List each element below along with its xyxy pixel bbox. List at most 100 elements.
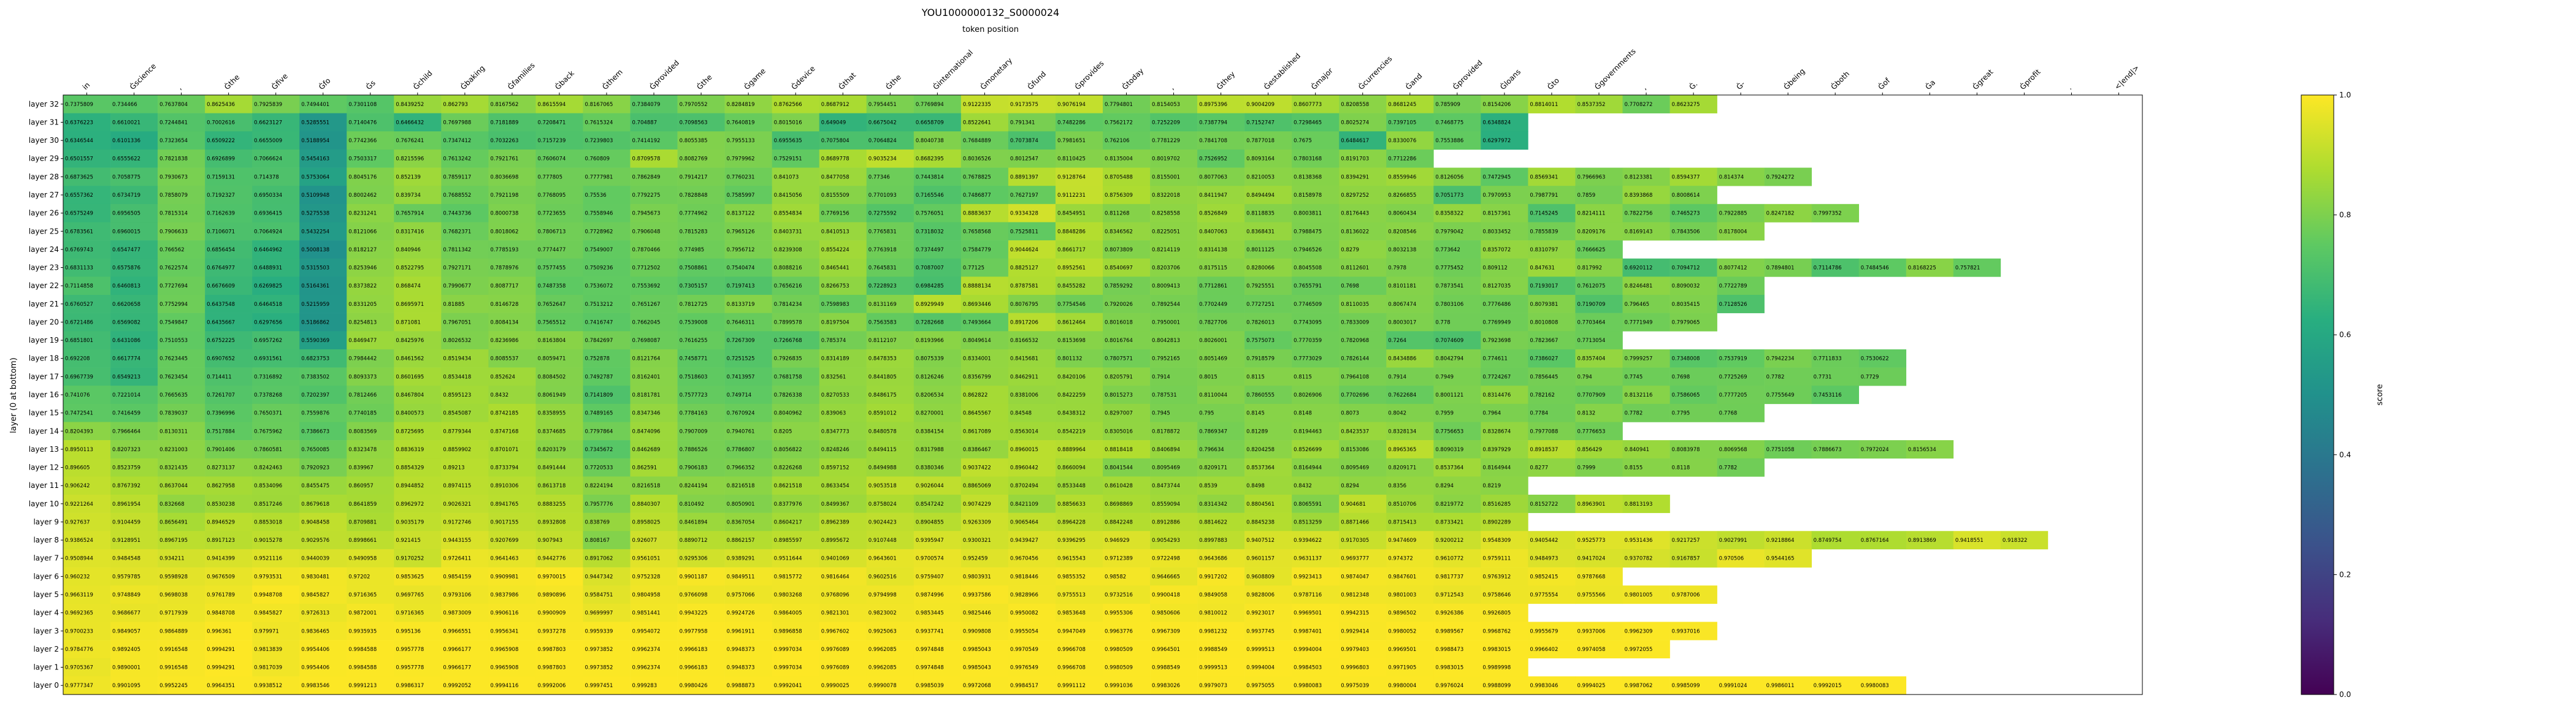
heatmap-cell bbox=[1339, 585, 1387, 604]
cell-value-label: 0.6464962 bbox=[254, 247, 282, 253]
heatmap-cell bbox=[347, 367, 394, 386]
heatmap-cell bbox=[347, 549, 394, 568]
heatmap-cell bbox=[158, 676, 205, 695]
heatmap-cell bbox=[1008, 512, 1056, 531]
heatmap-cell bbox=[1292, 349, 1340, 368]
cell-value-label: 0.862793 bbox=[443, 102, 468, 108]
cell-value-label: 0.7577723 bbox=[680, 392, 708, 398]
cell-value-label: 0.8473744 bbox=[1152, 483, 1180, 489]
cell-value-label: 0.8854329 bbox=[396, 465, 424, 471]
cell-value-label: 0.7416747 bbox=[585, 319, 613, 325]
heatmap-cell bbox=[1197, 458, 1245, 477]
heatmap-cell bbox=[2000, 531, 2049, 550]
cell-value-label: 0.8917206 bbox=[1010, 319, 1038, 325]
cell-value-label: 0.7509236 bbox=[585, 265, 613, 272]
heatmap-cell bbox=[630, 331, 678, 350]
heatmap-cell bbox=[63, 240, 111, 259]
cell-value-label: 0.8374685 bbox=[537, 428, 565, 435]
heatmap-cell bbox=[1717, 403, 1765, 422]
cell-value-label: 0.7792275 bbox=[632, 192, 661, 199]
cell-value-label: 0.7251525 bbox=[727, 356, 755, 362]
cell-value-label: 0.7087007 bbox=[916, 265, 944, 272]
heatmap-cell bbox=[441, 585, 489, 604]
cell-value-label: 0.7771949 bbox=[1625, 319, 1653, 325]
cell-value-label: 0.5215959 bbox=[301, 302, 329, 308]
heatmap-cell bbox=[819, 186, 867, 205]
y-tick-label: layer 28 bbox=[29, 172, 59, 181]
cell-value-label: 0.9758646 bbox=[1482, 592, 1511, 598]
heatmap-cell bbox=[1528, 276, 1576, 295]
cell-value-label: 0.8003017 bbox=[1388, 319, 1416, 325]
heatmap-cell bbox=[252, 603, 300, 622]
heatmap-cell bbox=[866, 658, 914, 677]
cell-value-label: 0.8075339 bbox=[916, 356, 944, 362]
heatmap-cell bbox=[1292, 313, 1340, 332]
heatmap-cell bbox=[1575, 367, 1623, 386]
cell-value-label: 0.8152722 bbox=[1530, 501, 1558, 508]
cell-value-label: 0.8280066 bbox=[1246, 265, 1275, 272]
heatmap-cell bbox=[299, 622, 347, 641]
cell-value-label: 0.9992015 bbox=[1814, 683, 1842, 689]
heatmap-cell bbox=[1008, 658, 1056, 677]
heatmap-cell bbox=[158, 149, 205, 168]
cell-value-label: 0.810492 bbox=[680, 501, 705, 508]
cell-value-label: 0.8400573 bbox=[396, 411, 424, 417]
cell-value-label: 0.9726411 bbox=[443, 556, 471, 562]
cell-value-label: 0.9987803 bbox=[537, 665, 565, 671]
cell-value-label: 0.8904855 bbox=[916, 519, 944, 525]
cell-value-label: 0.8407063 bbox=[1199, 229, 1227, 235]
heatmap-cell bbox=[724, 658, 772, 677]
cell-value-label: 0.7727694 bbox=[159, 283, 188, 289]
cell-value-label: 0.8246481 bbox=[1625, 283, 1653, 289]
y-tick-label: layer 24 bbox=[29, 245, 59, 254]
cell-value-label: 0.8462911 bbox=[1010, 374, 1038, 380]
heatmap-cell bbox=[960, 95, 1009, 113]
heatmap-cell bbox=[1055, 640, 1103, 659]
cell-value-label: 0.8191703 bbox=[1341, 156, 1369, 162]
heatmap-cell bbox=[1055, 204, 1103, 223]
heatmap-cell bbox=[1103, 549, 1151, 568]
cell-value-label: 0.7743095 bbox=[1294, 319, 1322, 325]
cell-value-label: 0.7162639 bbox=[207, 211, 235, 217]
heatmap-cell bbox=[488, 585, 536, 604]
cell-value-label: 0.7984442 bbox=[348, 356, 377, 362]
heatmap-cell bbox=[252, 186, 300, 205]
heatmap-cell bbox=[535, 331, 583, 350]
heatmap-cell bbox=[1433, 549, 1481, 568]
heatmap-cell bbox=[110, 331, 158, 350]
cell-value-label: 0.6856454 bbox=[207, 247, 235, 253]
cell-value-label: 0.8167562 bbox=[490, 102, 518, 108]
cell-value-label: 0.9787006 bbox=[1672, 592, 1700, 598]
heatmap-cell bbox=[913, 676, 962, 695]
heatmap-cell bbox=[158, 204, 205, 223]
cell-value-label: 0.9722498 bbox=[1152, 556, 1180, 562]
cell-value-label: 0.9803268 bbox=[774, 592, 802, 598]
heatmap-cell bbox=[866, 95, 914, 113]
cell-value-label: 0.9964351 bbox=[207, 683, 235, 689]
y-tick-label: layer 9 bbox=[33, 518, 59, 527]
cell-value-label: 0.8205791 bbox=[1105, 374, 1133, 380]
heatmap-cell bbox=[1197, 95, 1245, 113]
cell-value-label: 0.7803106 bbox=[1435, 302, 1463, 308]
heatmap-cell bbox=[913, 549, 962, 568]
cell-value-label: 0.7821838 bbox=[159, 156, 188, 162]
cell-value-label: 0.9986011 bbox=[1766, 683, 1795, 689]
heatmap-cell bbox=[819, 295, 867, 313]
colorbar-label: score bbox=[2375, 384, 2385, 406]
cell-value-label: 0.8432 bbox=[1294, 483, 1312, 489]
heatmap-cell bbox=[1622, 386, 1670, 405]
cell-value-label: 0.7708272 bbox=[1625, 102, 1653, 108]
cell-value-label: 0.8975396 bbox=[1199, 102, 1227, 108]
cell-value-label: 0.8154053 bbox=[1152, 102, 1180, 108]
cell-value-label: 0.7347412 bbox=[443, 138, 471, 144]
cell-value-label: 0.7540474 bbox=[727, 265, 755, 272]
heatmap-cell bbox=[1150, 204, 1198, 223]
heatmap-cell bbox=[63, 458, 111, 477]
heatmap-cell bbox=[1622, 531, 1670, 550]
cell-value-label: 0.7906183 bbox=[680, 465, 708, 471]
heatmap-cell bbox=[441, 422, 489, 441]
cell-value-label: 0.7652647 bbox=[537, 302, 565, 308]
cell-value-label: 0.8523759 bbox=[112, 465, 140, 471]
cell-value-label: 0.8637044 bbox=[159, 483, 188, 489]
heatmap-cell bbox=[1103, 567, 1151, 586]
